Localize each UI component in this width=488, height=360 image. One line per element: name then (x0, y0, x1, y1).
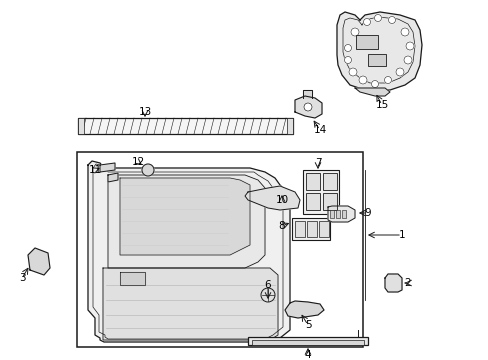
Polygon shape (108, 175, 264, 268)
Bar (303, 170, 338, 214)
Circle shape (387, 17, 395, 23)
Circle shape (384, 77, 391, 84)
Polygon shape (108, 173, 118, 182)
Bar (305, 173, 319, 190)
Bar (318, 221, 328, 237)
Bar (323, 193, 336, 210)
Circle shape (405, 42, 413, 50)
Polygon shape (120, 272, 145, 285)
Polygon shape (103, 268, 278, 340)
Text: 7: 7 (314, 158, 321, 168)
Circle shape (371, 81, 378, 87)
Text: 10: 10 (275, 195, 288, 205)
Text: 1: 1 (398, 230, 405, 240)
Polygon shape (120, 178, 249, 255)
Text: 9: 9 (364, 208, 370, 218)
Circle shape (403, 56, 411, 64)
Text: 8: 8 (278, 221, 285, 231)
Text: 15: 15 (375, 100, 388, 110)
Bar (306, 221, 316, 237)
Bar (247, 337, 367, 345)
Bar (341, 210, 346, 218)
Circle shape (358, 76, 366, 84)
Circle shape (344, 57, 351, 63)
Polygon shape (285, 301, 324, 318)
Polygon shape (354, 88, 389, 96)
Polygon shape (303, 90, 311, 98)
Bar (77, 152, 362, 347)
Text: 13: 13 (138, 107, 151, 117)
Bar (367, 54, 385, 66)
Polygon shape (244, 186, 299, 210)
Text: 14: 14 (313, 125, 326, 135)
Polygon shape (28, 248, 50, 275)
Polygon shape (294, 96, 321, 118)
Circle shape (400, 28, 408, 36)
Polygon shape (336, 12, 421, 90)
Text: 12: 12 (131, 157, 144, 167)
Polygon shape (88, 161, 289, 342)
Circle shape (395, 68, 403, 76)
Text: 2: 2 (404, 278, 410, 288)
Text: 3: 3 (19, 273, 25, 283)
Bar (329, 210, 333, 218)
Circle shape (348, 68, 356, 76)
Bar (251, 340, 363, 345)
Circle shape (304, 103, 311, 111)
Bar (305, 193, 319, 210)
Bar (294, 221, 305, 237)
Bar (78, 118, 84, 134)
Bar (335, 210, 339, 218)
Circle shape (261, 288, 274, 302)
Circle shape (142, 164, 154, 176)
Bar (286, 118, 292, 134)
Text: 4: 4 (304, 350, 311, 360)
Bar (355, 35, 377, 49)
Circle shape (363, 18, 370, 26)
Circle shape (374, 14, 381, 22)
Bar (323, 173, 336, 190)
Circle shape (344, 45, 351, 51)
Bar (78, 118, 292, 134)
Text: 5: 5 (304, 320, 311, 330)
Bar (291, 218, 329, 240)
Text: 6: 6 (264, 280, 271, 290)
Polygon shape (100, 163, 115, 172)
Circle shape (350, 28, 358, 36)
Polygon shape (384, 274, 401, 292)
Text: 11: 11 (88, 165, 102, 175)
Polygon shape (327, 206, 354, 222)
